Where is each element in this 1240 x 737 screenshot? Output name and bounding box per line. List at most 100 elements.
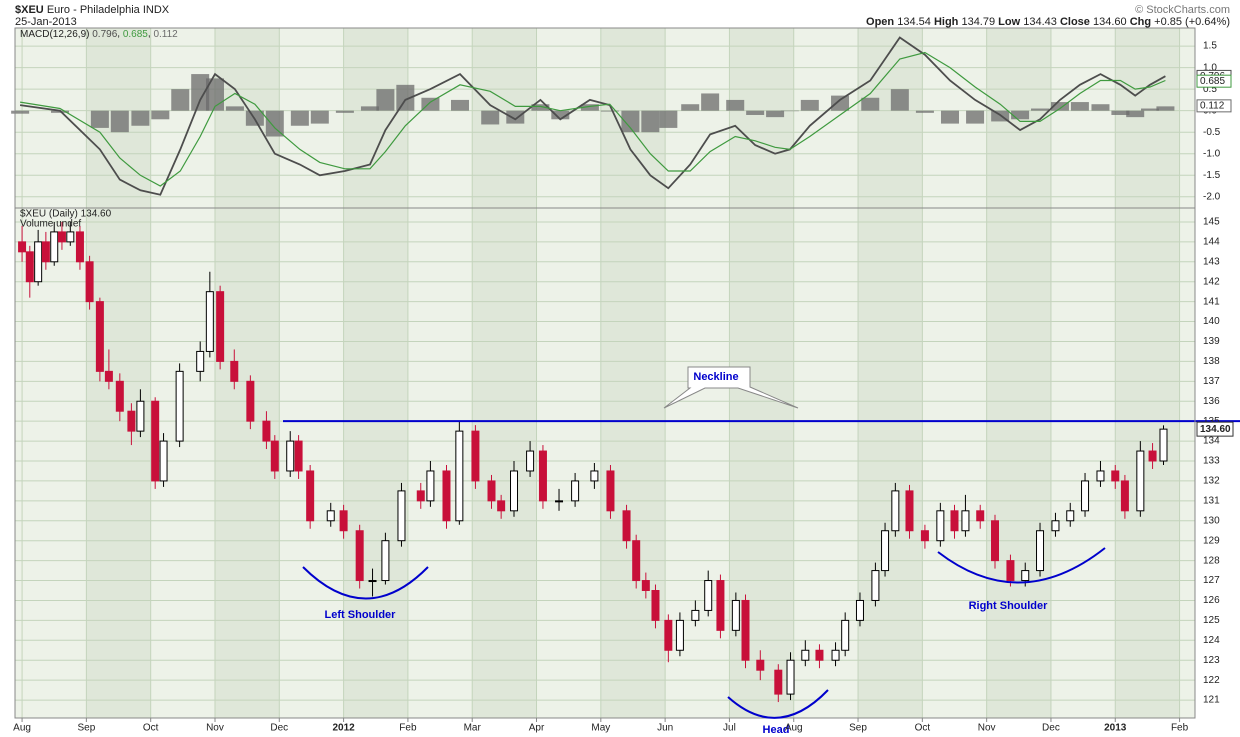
histogram-bar [1140,108,1159,111]
histogram-bar [1031,108,1050,111]
histogram-bar [940,110,959,124]
histogram-bar [780,110,799,112]
candle-body [216,291,225,362]
pattern-arcs [302,547,1106,719]
price-subtitle: Volume undef [20,219,81,230]
candle-body [368,580,377,583]
candle-body [855,599,864,621]
macd-line [20,51,1166,187]
candle-body [651,590,660,621]
quote-value: 134.54 [897,16,931,28]
candle-body [891,490,900,532]
candle-body [159,440,168,482]
candle-body [786,659,795,695]
quote-label: High [934,16,959,28]
histogram-bar [861,97,880,111]
candle-body [622,510,631,542]
candle-body [57,231,66,243]
candle-body [881,530,890,572]
instrument-name: Euro - Philadelphia INDX [47,4,170,16]
y-tick-label: 128 [1203,555,1220,566]
y-tick-label: 143 [1203,256,1220,267]
y-tick-label: 131 [1203,495,1220,506]
x-tick-label: 2013 [1104,723,1127,734]
candle-body [841,619,850,651]
y-tick-label: 144 [1203,237,1220,248]
x-tick-label: 2012 [332,723,355,734]
candle-body [326,510,335,522]
y-tick-label: 0.5 [1203,84,1217,95]
month-band [1115,28,1180,208]
candle-body [75,231,84,263]
histogram-bar [421,97,440,111]
histogram-bar [11,110,30,114]
candle-body [136,400,145,432]
y-tick-label: 141 [1203,296,1220,307]
candle-body [34,241,43,283]
candle-body [936,510,945,542]
annotation: Head [763,724,790,736]
month-band [472,208,537,718]
candle-body [961,510,970,532]
month-band [729,28,794,208]
y-tick-label: 126 [1203,595,1220,606]
histogram-bar [335,110,354,113]
month-band [729,208,794,718]
candle-body [555,500,564,503]
y-tick-label: 139 [1203,336,1220,347]
y-tick-label: 138 [1203,356,1220,367]
histogram-bar [966,110,985,124]
histogram-bar [396,84,415,111]
x-tick-label: Aug [13,723,31,734]
histogram-bar [360,106,379,111]
candle-body [127,410,136,432]
macd-legend: MACD(12,26,9) 0.796, 0.685, 0.112 [20,29,178,40]
candle-body [510,470,519,512]
histogram-bar [1111,110,1130,115]
price-title: $XEU (Daily) 134.60 [20,209,112,220]
y-tick-label: -0.5 [1203,127,1221,138]
x-tick-label: Sep [77,723,95,734]
x-tick-label: Nov [978,723,996,734]
candle-body [704,580,713,611]
candle-body [1136,450,1145,512]
candle-body [416,490,425,502]
y-tick-label: 132 [1203,476,1220,487]
histogram-bar [506,110,525,124]
candle-body [1111,470,1120,482]
x-tick-label: Dec [270,723,288,734]
last-price-box [1196,421,1234,437]
candle-body [196,350,205,372]
right-shoulder-arc [937,547,1106,584]
histogram-bar [290,110,309,126]
candle-body [66,231,75,243]
quote-value: +0.85 (+0.64%) [1154,16,1230,28]
candle-body [115,380,124,412]
value-box-label: 0.112 [1200,100,1225,111]
neckline-callout [663,366,799,409]
candle-body [716,580,725,631]
head-arc [727,689,829,719]
histogram-bar [171,89,190,111]
candle-body [538,450,547,502]
histogram-bar [225,106,244,111]
histogram-bar [551,110,570,120]
x-tick-label: Aug [785,723,803,734]
y-tick-label: 122 [1203,675,1220,686]
last-price-label: 134.60 [1200,424,1231,435]
candle-body [50,231,59,263]
candle-body [25,251,34,283]
value-box [1196,99,1232,113]
y-tick-label: 140 [1203,316,1220,327]
quote-label: Close [1060,16,1090,28]
candle-body [270,440,279,472]
x-tick-label: Mar [464,723,482,734]
candle-body [641,580,650,591]
histogram-bar [659,110,678,128]
candle-body [286,440,295,472]
candle-body [306,470,315,522]
legend-value: 0.685 [123,29,148,40]
candle-body [632,540,641,582]
candle-body [571,480,580,502]
y-tick-label: -2.0 [1203,191,1221,202]
